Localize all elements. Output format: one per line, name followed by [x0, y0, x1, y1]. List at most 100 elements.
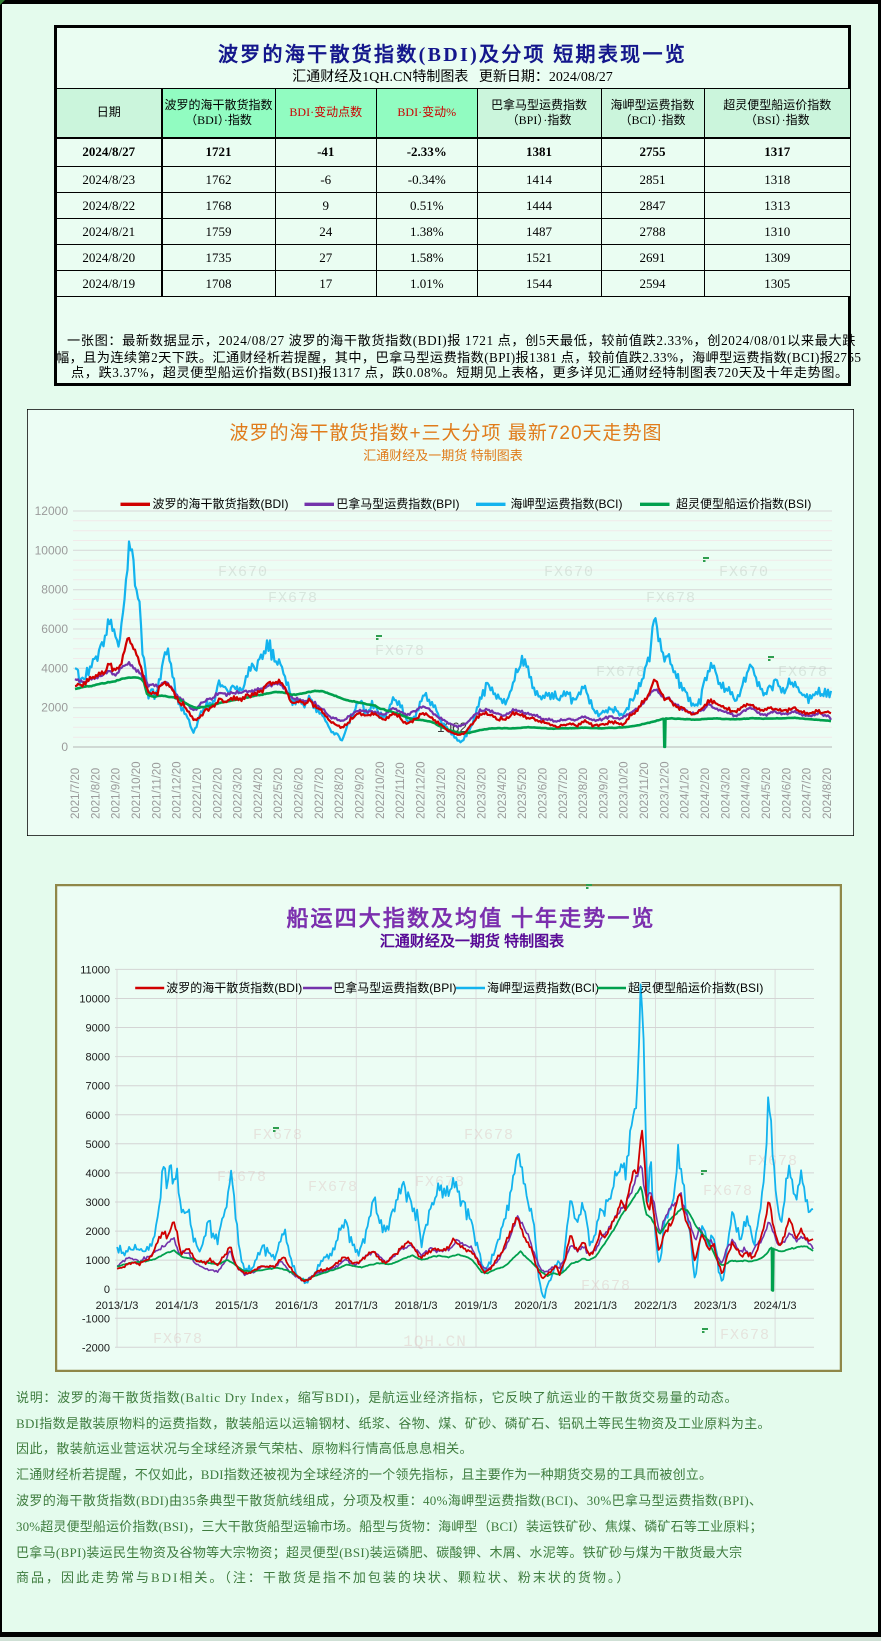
svg-text:2000: 2000 [41, 701, 68, 715]
svg-text:2013/1/3: 2013/1/3 [96, 1300, 139, 1312]
svg-text:2015/1/3: 2015/1/3 [215, 1300, 258, 1312]
svg-text:超灵便型船运价指数(BSI): 超灵便型船运价指数(BSI) [676, 496, 811, 511]
svg-text:-1000: -1000 [82, 1313, 110, 1325]
svg-text:8000: 8000 [86, 1052, 110, 1064]
svg-text:2018/1/3: 2018/1/3 [395, 1300, 438, 1312]
svg-text:2017/1/3: 2017/1/3 [335, 1300, 378, 1312]
svg-text:7000: 7000 [86, 1081, 110, 1093]
svg-text:2023/9/20: 2023/9/20 [598, 768, 610, 819]
svg-text:2000: 2000 [86, 1226, 110, 1238]
svg-text:2021/8/20: 2021/8/20 [90, 768, 102, 819]
svg-text:10000: 10000 [35, 543, 69, 557]
svg-text:2021/11/20: 2021/11/20 [151, 762, 163, 819]
svg-text:2022/10/20: 2022/10/20 [375, 761, 387, 819]
svg-text:5000: 5000 [86, 1139, 110, 1151]
svg-text:4000: 4000 [86, 1168, 110, 1180]
svg-text:FX670: FX670 [544, 564, 594, 581]
svg-text:2023/11/20: 2023/11/20 [639, 762, 651, 819]
svg-text:2021/7/20: 2021/7/20 [70, 768, 82, 819]
svg-text:2022/6/20: 2022/6/20 [294, 768, 306, 819]
svg-text:2024/8/20: 2024/8/20 [822, 768, 834, 819]
svg-text:1QH.CN: 1QH.CN [403, 1333, 467, 1351]
svg-text:FX670: FX670 [719, 564, 769, 581]
svg-text:FX670: FX670 [218, 564, 268, 581]
svg-text:2023/2/20: 2023/2/20 [456, 768, 468, 819]
svg-text:2023/10/20: 2023/10/20 [619, 761, 631, 819]
svg-text:FX678: FX678 [778, 664, 828, 681]
svg-text:2021/1/3: 2021/1/3 [574, 1300, 617, 1312]
svg-text:12000: 12000 [35, 504, 69, 518]
svg-text:2023/1/3: 2023/1/3 [694, 1300, 737, 1312]
svg-text:超灵便型船运价指数(BSI): 超灵便型船运价指数(BSI) [628, 980, 763, 995]
svg-text:2014/1/3: 2014/1/3 [155, 1300, 198, 1312]
svg-text:11000: 11000 [80, 964, 110, 976]
svg-text:FX678: FX678 [720, 1327, 770, 1344]
svg-text:1000: 1000 [86, 1255, 110, 1267]
svg-text:2023/1/20: 2023/1/20 [436, 768, 448, 819]
svg-text:2023/12/20: 2023/12/20 [659, 761, 671, 819]
svg-text:巴拿马型运费指数(BPI): 巴拿马型运费指数(BPI) [333, 980, 456, 995]
svg-text:2023/7/20: 2023/7/20 [558, 768, 570, 819]
svg-text:2024/1/20: 2024/1/20 [680, 768, 692, 819]
svg-text:9000: 9000 [86, 1023, 110, 1035]
svg-text:FX678: FX678 [375, 643, 425, 660]
svg-text:汇通财经及一期货 特制图表: 汇通财经及一期货 特制图表 [363, 448, 523, 463]
svg-text:巴拿马型运费指数(BPI): 巴拿马型运费指数(BPI) [336, 496, 459, 511]
svg-text:FX678: FX678 [703, 1183, 753, 1200]
svg-text:船运四大指数及均值 十年走势一览: 船运四大指数及均值 十年走势一览 [286, 906, 655, 931]
svg-text:2020/1/3: 2020/1/3 [514, 1300, 557, 1312]
svg-text:2022/7/20: 2022/7/20 [314, 768, 326, 819]
svg-text:2022/8/20: 2022/8/20 [334, 768, 346, 819]
svg-text:2022/12/20: 2022/12/20 [416, 761, 428, 819]
svg-text:FX678: FX678 [268, 590, 318, 607]
svg-text:波罗的海干散货指数+三大分项 最新720天走势图: 波罗的海干散货指数+三大分项 最新720天走势图 [229, 422, 662, 444]
svg-text:汇通财经及一期货 特制图表: 汇通财经及一期货 特制图表 [380, 932, 565, 950]
svg-text:4000: 4000 [41, 661, 68, 675]
svg-text:2022/1/20: 2022/1/20 [192, 768, 204, 819]
svg-text:FX678: FX678 [153, 1331, 203, 1348]
svg-text:2021/10/20: 2021/10/20 [131, 761, 143, 819]
svg-text:2019/1/3: 2019/1/3 [455, 1300, 498, 1312]
svg-text:2021/12/20: 2021/12/20 [172, 761, 184, 819]
svg-text:2024/4/20: 2024/4/20 [741, 768, 753, 819]
svg-text:FX678: FX678 [646, 590, 696, 607]
svg-text:2022/5/20: 2022/5/20 [273, 768, 285, 819]
svg-text:FX678: FX678 [748, 1153, 798, 1170]
svg-text:2023/6/20: 2023/6/20 [538, 768, 550, 819]
svg-text:0: 0 [61, 740, 68, 754]
svg-text:FX678: FX678 [308, 1179, 358, 1196]
svg-text:波罗的海干散货指数(BDI): 波罗的海干散货指数(BDI) [166, 980, 302, 995]
svg-text:FX678: FX678 [464, 1127, 514, 1144]
svg-text:2024/3/20: 2024/3/20 [720, 768, 732, 819]
svg-text:2022/9/20: 2022/9/20 [355, 768, 367, 819]
svg-text:2022/1/3: 2022/1/3 [634, 1300, 677, 1312]
svg-text:FX678: FX678 [253, 1127, 303, 1144]
svg-text:FX678: FX678 [581, 1278, 631, 1295]
svg-text:2024/1/3: 2024/1/3 [754, 1300, 797, 1312]
svg-text:2024/6/20: 2024/6/20 [781, 768, 793, 819]
svg-text:0: 0 [104, 1284, 110, 1296]
svg-text:2022/2/20: 2022/2/20 [212, 768, 224, 819]
svg-text:海岬型运费指数(BCI): 海岬型运费指数(BCI) [487, 980, 599, 995]
svg-text:10000: 10000 [79, 994, 110, 1006]
svg-text:8000: 8000 [41, 583, 68, 597]
svg-text:FX678: FX678 [217, 1169, 267, 1186]
svg-text:2023/5/20: 2023/5/20 [517, 768, 529, 819]
svg-text:海岬型运费指数(BCI): 海岬型运费指数(BCI) [511, 496, 623, 511]
svg-text:2021/9/20: 2021/9/20 [111, 768, 123, 819]
svg-text:2024/7/20: 2024/7/20 [802, 768, 814, 819]
svg-text:波罗的海干散货指数(BDI): 波罗的海干散货指数(BDI) [153, 496, 289, 511]
svg-text:2022/3/20: 2022/3/20 [233, 768, 245, 819]
svg-text:FX678: FX678 [596, 664, 646, 681]
svg-text:6000: 6000 [86, 1110, 110, 1122]
svg-text:2022/4/20: 2022/4/20 [253, 768, 265, 819]
svg-text:2022/11/20: 2022/11/20 [395, 762, 407, 819]
svg-text:2023/3/20: 2023/3/20 [477, 768, 489, 819]
svg-text:-2000: -2000 [82, 1342, 110, 1354]
svg-text:2023/4/20: 2023/4/20 [497, 768, 509, 819]
svg-text:2016/1/3: 2016/1/3 [275, 1300, 318, 1312]
svg-text:2023/8/20: 2023/8/20 [578, 768, 590, 819]
svg-text:3000: 3000 [86, 1197, 110, 1209]
svg-text:2024/5/20: 2024/5/20 [761, 768, 773, 819]
svg-text:2024/2/20: 2024/2/20 [700, 768, 712, 819]
